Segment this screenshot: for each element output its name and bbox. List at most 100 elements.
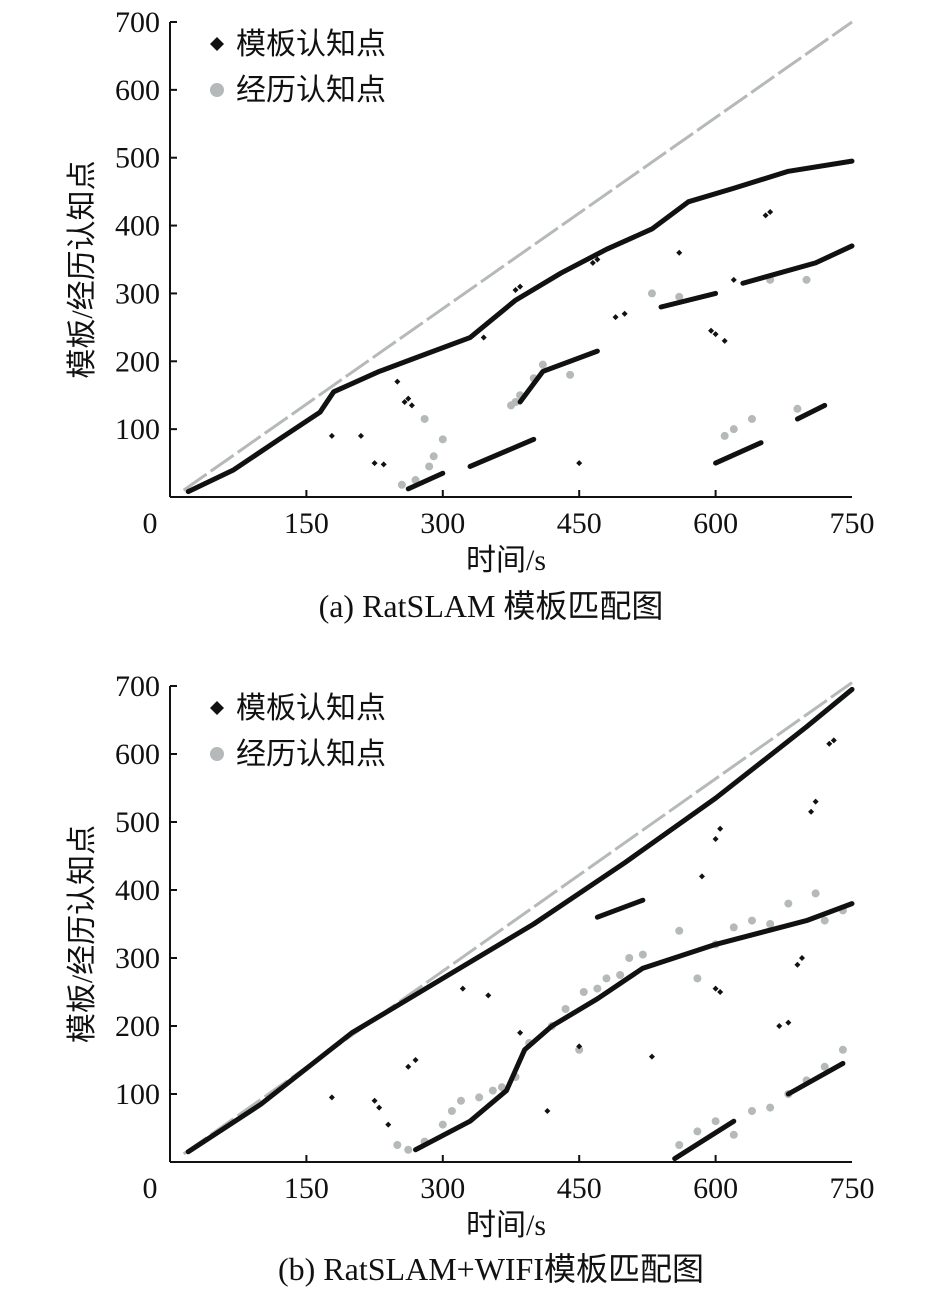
y-tick-label: 100 [115,413,160,446]
experience-point [425,462,434,471]
experience-point [711,1117,720,1126]
experience-point [616,971,625,979]
legend-label-template-a: 模板认知点 [236,28,386,61]
x-tick-label: 150 [284,1172,329,1205]
y-tick-label: 700 [115,670,160,703]
template-trajectory [740,243,855,286]
template-point [712,836,719,842]
experience-point-marks-b [393,889,847,1154]
template-point [394,378,401,385]
experience-point [447,1107,456,1115]
template-point [385,1121,392,1128]
y-tick-label: 200 [115,345,160,378]
experience-point [838,1045,847,1054]
template-point [621,310,628,317]
x-tick-label: 450 [557,1172,602,1205]
experience-point [729,1130,738,1139]
experience-point [638,950,647,959]
template-point [371,460,378,467]
x-tick-label: 300 [420,507,465,540]
template-point [328,1094,335,1101]
y-tick-label: 200 [115,1010,160,1043]
template-point [830,737,837,744]
template-point [576,460,583,467]
template-point [812,798,819,805]
template-marks-b [185,686,855,1162]
template-point [712,985,719,992]
legend-diamond-icon-b [210,701,224,715]
template-point [405,395,412,402]
template-trajectory [405,470,446,492]
template-trajectory [517,348,600,405]
template-point [412,1057,419,1063]
template-point [767,209,774,215]
template-point [794,961,801,968]
template-point [485,992,492,999]
template-trajectory [185,686,855,1155]
template-point [776,1023,783,1029]
legend-circle-icon-b [210,747,224,761]
template-point [785,1019,792,1026]
template-point [612,314,619,321]
template-point [762,212,769,219]
template-trajectory [794,402,828,422]
y-tick-label: 700 [115,6,160,39]
experience-point [497,1083,506,1092]
chart-panel-a: 0 150 300 450 600 750 100 200 300 400 500 600 700 模板… [66,6,875,624]
template-point [698,873,705,880]
experience-point [404,1145,413,1154]
x-tick-label: 600 [693,1172,738,1205]
y-axis-label-a: 模板/经历认知点 [66,160,99,378]
experience-point [820,1062,829,1071]
template-trajectory [713,440,764,466]
template-point [826,740,833,747]
y-tick-label: 300 [115,277,160,310]
experience-point [511,398,520,406]
template-marks-a [185,158,855,495]
template-point [721,337,728,344]
x-axis-label-b: 时间/s [466,1209,546,1242]
legend-b: 模板认知点 经历认知点 [210,692,386,771]
experience-point [566,370,575,379]
template-trajectory [413,901,855,1153]
experience-point [766,1103,775,1112]
template-point [408,402,415,409]
template-point [712,331,719,338]
experience-point [602,974,611,983]
experience-point [488,1086,497,1095]
x-axis-label-a: 时间/s [466,544,546,577]
x-tick-label: 0 [143,1172,158,1205]
y-tick-label: 500 [115,142,160,175]
caption-b: (b) RatSLAM+WIFI模板匹配图 [278,1251,704,1287]
template-trajectory [672,1118,737,1162]
template-point [717,825,724,832]
ticks-a: 0 150 300 450 600 750 100 200 300 400 500 600 700 [115,6,875,540]
template-point [376,1104,383,1111]
template-trajectory [467,436,537,469]
legend-circle-icon-a [210,83,224,97]
x-tick-label: 600 [693,507,738,540]
template-point [480,334,487,341]
ticks-b: 0 150 300 450 600 750 100 200 300 400 500 600 700 [115,670,875,1205]
template-point [730,276,737,283]
experience-point [397,480,406,489]
experience-point [429,452,438,461]
template-point [405,1063,412,1070]
experience-point [784,899,793,908]
template-point [717,989,724,995]
experience-diagonal-line [182,20,853,492]
y-axis-label-b: 模板/经历认知点 [66,825,99,1043]
x-tick-label: 750 [830,507,875,540]
x-tick-label: 300 [420,1172,465,1205]
x-tick-label: 0 [143,507,158,540]
y-tick-label: 100 [115,1078,160,1111]
y-tick-label: 400 [115,874,160,907]
experience-point [729,425,738,434]
template-point [401,399,408,405]
experience-point [475,1093,484,1102]
template-point [512,287,519,294]
template-point [589,259,596,266]
experience-point [647,289,656,298]
experience-point [802,275,811,284]
y-tick-label: 600 [115,738,160,771]
